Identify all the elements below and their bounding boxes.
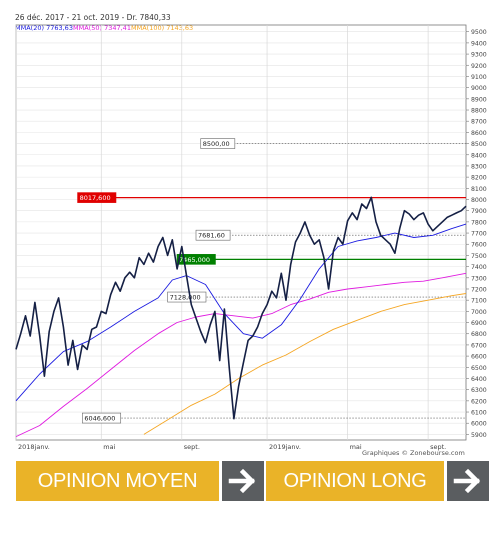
y-tick-label: 7200	[471, 286, 487, 293]
y-tick-label: 8100	[471, 186, 487, 193]
legend-item: MMA(100) 7143,63	[131, 24, 193, 32]
y-tick-label: 9000	[471, 85, 487, 92]
legend-item: MMA(20) 7763,63	[15, 24, 73, 32]
level-label-box	[167, 291, 207, 303]
y-tick-label: 8000	[471, 197, 487, 204]
series-line-ma50	[15, 272, 467, 438]
y-tick-label: 6800	[471, 331, 487, 338]
level-label-box	[195, 229, 231, 241]
y-tick-label: 6100	[471, 410, 487, 417]
level-label: 7128,000	[170, 294, 201, 302]
y-tick-label: 8300	[471, 163, 487, 170]
y-tick-label: 6700	[471, 342, 487, 349]
x-tick-label: sept.	[430, 443, 446, 451]
y-tick-label: 7000	[471, 309, 487, 316]
arrow-right-icon[interactable]	[447, 461, 489, 501]
y-tick-label: 9500	[471, 29, 487, 36]
level-label-box	[82, 412, 122, 424]
opinion-bar: OPINION MOYEN TERME OPINION LONG TERME	[16, 461, 489, 532]
y-tick-label: 7500	[471, 253, 487, 260]
y-tick-label: 6000	[471, 421, 487, 428]
arrow-right-icon[interactable]	[222, 461, 264, 501]
x-tick-label: mai	[103, 443, 115, 451]
level-label: 8500,00	[203, 140, 230, 148]
y-tick-label: 7700	[471, 231, 487, 238]
series-line-ma100	[143, 293, 467, 435]
y-tick-label: 8400	[471, 152, 487, 159]
y-tick-label: 7600	[471, 242, 487, 249]
y-tick-label: 8600	[471, 130, 487, 137]
y-tick-label: 6200	[471, 398, 487, 405]
y-tick-label: 8200	[471, 175, 487, 182]
x-tick-label: 2019janv.	[269, 443, 301, 451]
y-tick-label: 6400	[471, 376, 487, 383]
y-tick-label: 7100	[471, 298, 487, 305]
level-label-box	[176, 254, 216, 265]
y-tick-label: 8700	[471, 119, 487, 126]
level-label-box	[200, 138, 236, 149]
x-tick-label: mai	[350, 443, 362, 451]
y-tick-label: 6500	[471, 365, 487, 372]
x-tick-label: 2018janv.	[18, 443, 50, 451]
chart-period: 26 déc. 2017 - 21 oct. 2019 - Dr. 7840,3…	[15, 13, 171, 22]
level-label: 7465,000	[179, 256, 210, 264]
level-label: 6046,600	[84, 415, 115, 423]
y-tick-label: 8500	[471, 141, 487, 148]
x-tick-label: sept.	[184, 443, 200, 451]
opinion-medium-term-button[interactable]: OPINION MOYEN TERME	[16, 461, 219, 532]
y-tick-label: 9200	[471, 63, 487, 70]
y-tick-label: 6600	[471, 354, 487, 361]
y-tick-label: 6900	[471, 320, 487, 327]
plot-area: 5900 6000 6100 6200 6300 6400 6500 6600 6700 6800…	[15, 24, 487, 451]
level-label: 8017,600	[80, 194, 111, 202]
y-tick-label: 9400	[471, 40, 487, 47]
y-tick-label: 7300	[471, 275, 487, 282]
y-tick-label: 8800	[471, 108, 487, 115]
y-tick-label: 6300	[471, 387, 487, 394]
y-tick-label: 7800	[471, 219, 487, 226]
y-tick-label: 9300	[471, 52, 487, 59]
chart-legend: MMA(20) 7763,63 MMA(50) 7347,41 MMA(100) 7…	[15, 24, 193, 32]
opinion-long-term-button[interactable]: OPINION LONG TERME	[266, 461, 444, 532]
level-label: 7681,60	[198, 232, 225, 240]
level-label-box	[77, 192, 117, 203]
chart-credit: Graphiques © Zonebourse.com	[362, 449, 465, 457]
legend-item: MMA(50) 7347,41	[73, 24, 131, 32]
y-tick-label: 5900	[471, 432, 487, 439]
y-tick-label: 7900	[471, 208, 487, 215]
y-tick-label: 9100	[471, 74, 487, 81]
series-line-price	[15, 196, 467, 420]
chart: 26 déc. 2017 - 21 oct. 2019 - Dr. 7840,3…	[15, 13, 487, 457]
y-tick-label: 8900	[471, 96, 487, 103]
y-tick-label: 7400	[471, 264, 487, 271]
